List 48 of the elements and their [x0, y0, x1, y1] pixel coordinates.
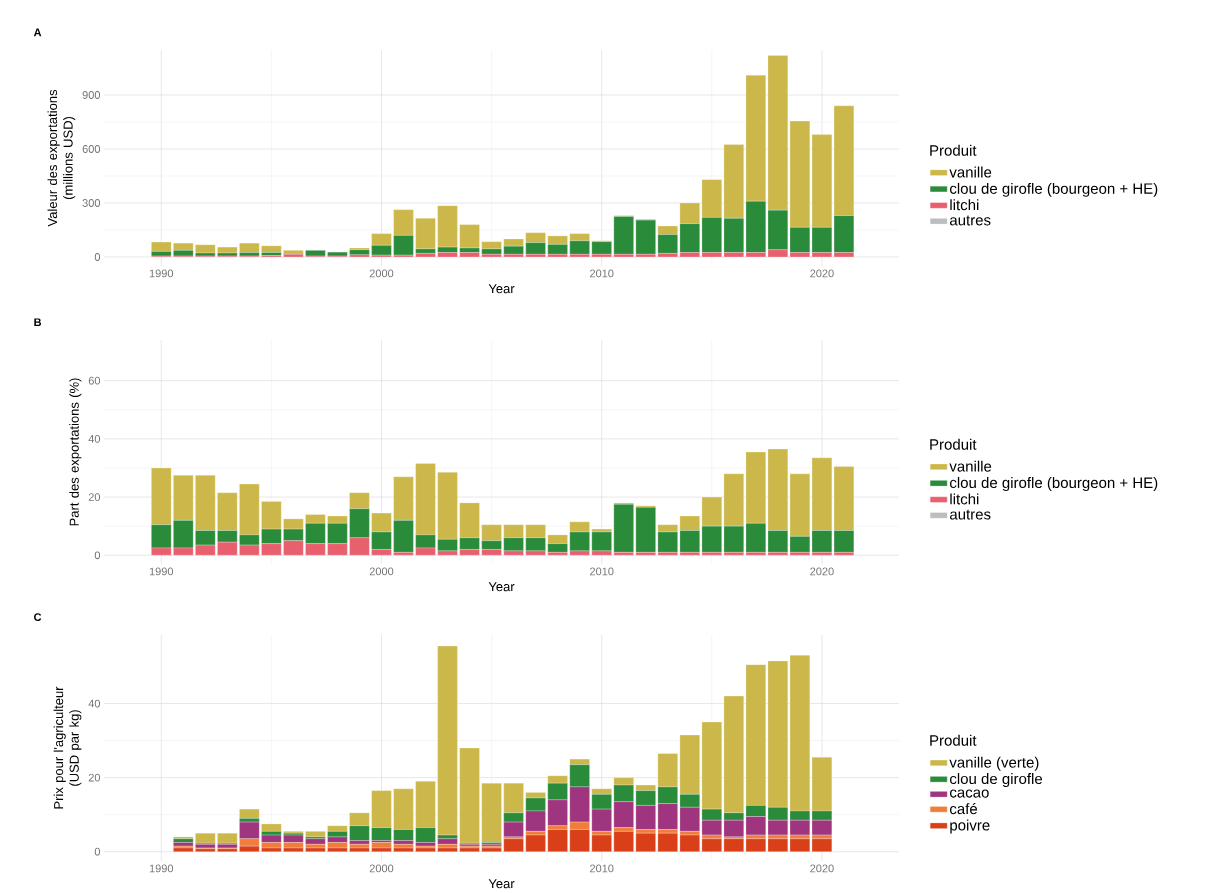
legend-title: Produit — [930, 734, 977, 746]
x-tick-label: 2000 — [369, 269, 394, 278]
y-axis-title: Prix pour l'agriculteur (USD par kg) — [53, 686, 82, 809]
y-axis-title: Part des exportations (%) — [69, 378, 82, 526]
x-tick-label: 2010 — [590, 269, 614, 278]
y-tick-label: 60 — [88, 376, 101, 385]
y-axis-title: Valeur des exportations (millions USD) — [47, 89, 76, 227]
legend-label: vanille (verte) — [949, 756, 1039, 771]
y-tick-label: 0 — [94, 551, 101, 560]
legend-label: clou de girofle — [950, 773, 1043, 788]
x-tick-label: 2010 — [590, 567, 614, 576]
legend-label: clou de girofle (bourgeon + HE) — [950, 182, 1158, 197]
y-tick-label: 0 — [94, 253, 101, 261]
legend-label: poivre — [950, 819, 990, 834]
x-axis-title: Year — [488, 582, 515, 592]
y-tick-label: 900 — [82, 91, 101, 99]
chart-title: A — [33, 28, 42, 37]
x-tick-label: 2020 — [810, 269, 834, 278]
legend-label: clou de girofle (bourgeon + HE) — [950, 477, 1158, 492]
y-tick-label: 40 — [88, 435, 101, 443]
legend-label: vanille — [949, 166, 992, 178]
y-tick-label: 300 — [82, 199, 101, 207]
x-axis-title: Year — [488, 879, 515, 889]
y-tick-label: 40 — [88, 699, 101, 708]
chart-title: B — [34, 318, 42, 326]
x-axis-title: Year — [488, 284, 515, 294]
x-tick-label: 2010 — [590, 864, 614, 873]
chart-title: C — [34, 613, 42, 621]
legend-label: cacao — [950, 789, 989, 798]
y-tick-label: 0 — [94, 847, 101, 856]
legend-title: Produit — [930, 144, 977, 156]
legend-label: autres — [950, 509, 991, 520]
x-tick-label: 2020 — [810, 567, 834, 576]
y-tick-label: 20 — [88, 773, 101, 782]
x-tick-label: 1990 — [149, 864, 174, 873]
y-tick-label: 600 — [82, 145, 101, 153]
x-tick-label: 1990 — [149, 567, 174, 576]
y-tick-label: 20 — [88, 493, 101, 501]
x-tick-label: 1990 — [149, 269, 174, 278]
legend-label: vanille — [949, 460, 992, 472]
legend-title: Produit — [930, 438, 977, 450]
legend-label: litchi — [950, 493, 979, 505]
x-tick-label: 2000 — [369, 567, 394, 576]
legend-label: litchi — [950, 199, 979, 211]
x-tick-label: 2000 — [369, 864, 394, 873]
legend-label: autres — [950, 215, 991, 226]
x-tick-label: 2020 — [810, 864, 834, 873]
legend-label: café — [950, 803, 978, 815]
